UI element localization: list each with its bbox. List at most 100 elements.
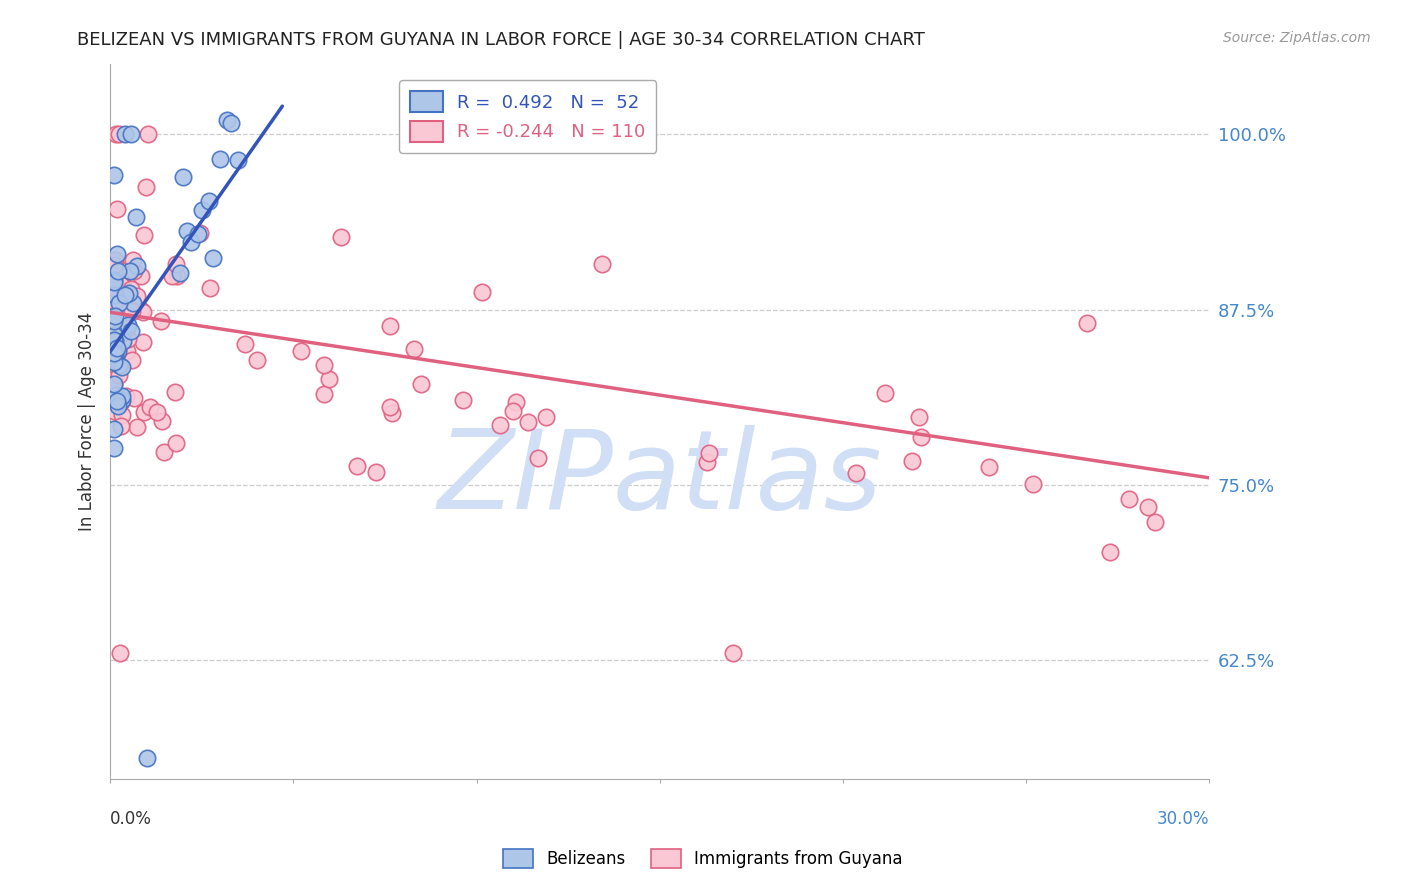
Point	[845, 466, 868, 480]
Point	[120, 263, 142, 277]
Point	[172, 169, 194, 184]
Point	[104, 388, 127, 402]
Point	[117, 318, 139, 332]
Point	[977, 459, 1000, 474]
Point	[103, 314, 125, 328]
Point	[592, 257, 614, 271]
Text: Source: ZipAtlas.com: Source: ZipAtlas.com	[1223, 31, 1371, 45]
Point	[115, 343, 138, 358]
Point	[112, 334, 135, 348]
Point	[112, 288, 135, 302]
Point	[502, 403, 524, 417]
Point	[120, 324, 142, 338]
Point	[124, 210, 146, 224]
Point	[165, 257, 187, 271]
Point	[108, 368, 131, 383]
Point	[209, 153, 232, 167]
Point	[233, 337, 256, 351]
Point	[200, 281, 222, 295]
Point	[103, 377, 125, 392]
Point	[110, 278, 132, 293]
Point	[105, 354, 128, 368]
Point	[103, 276, 125, 290]
Point	[103, 294, 125, 309]
Point	[103, 253, 125, 268]
Point	[1118, 491, 1140, 506]
Point	[120, 282, 142, 296]
Point	[104, 346, 127, 360]
Point	[103, 345, 125, 359]
Point	[108, 646, 131, 660]
Point	[198, 194, 221, 208]
Point	[103, 403, 125, 417]
Y-axis label: In Labor Force | Age 30-34: In Labor Force | Age 30-34	[79, 312, 96, 532]
Point	[139, 400, 162, 414]
Point	[527, 451, 550, 466]
Point	[1076, 316, 1098, 330]
Point	[488, 417, 510, 432]
Point	[103, 273, 125, 287]
Legend: Belizeans, Immigrants from Guyana: Belizeans, Immigrants from Guyana	[496, 842, 910, 875]
Point	[103, 276, 125, 290]
Point	[153, 444, 176, 458]
Point	[114, 287, 136, 301]
Point	[103, 259, 125, 273]
Point	[124, 392, 146, 406]
Point	[411, 376, 433, 391]
Point	[122, 304, 145, 318]
Point	[115, 321, 138, 335]
Point	[505, 395, 527, 409]
Point	[103, 301, 125, 316]
Point	[187, 227, 209, 242]
Point	[378, 400, 401, 414]
Point	[135, 180, 157, 194]
Text: 0.0%: 0.0%	[110, 810, 152, 828]
Point	[132, 228, 155, 243]
Point	[108, 358, 131, 372]
Point	[103, 338, 125, 352]
Point	[103, 281, 125, 295]
Point	[103, 333, 125, 347]
Point	[346, 459, 368, 474]
Point	[166, 268, 188, 283]
Point	[176, 224, 198, 238]
Point	[108, 262, 131, 277]
Point	[105, 247, 128, 261]
Point	[900, 453, 922, 467]
Point	[246, 353, 269, 368]
Point	[103, 355, 125, 369]
Point	[165, 436, 187, 450]
Point	[103, 351, 125, 366]
Point	[131, 305, 153, 319]
Point	[190, 203, 212, 218]
Point	[107, 343, 129, 358]
Point	[132, 334, 155, 349]
Point	[110, 268, 132, 283]
Point	[108, 285, 131, 300]
Point	[1137, 500, 1160, 514]
Point	[105, 393, 128, 408]
Point	[290, 344, 312, 359]
Point	[381, 405, 404, 419]
Point	[111, 360, 134, 375]
Point	[111, 409, 134, 423]
Point	[125, 259, 148, 273]
Point	[107, 332, 129, 346]
Point	[103, 376, 125, 391]
Point	[721, 646, 744, 660]
Point	[110, 394, 132, 409]
Point	[103, 327, 125, 342]
Point	[149, 313, 172, 327]
Point	[117, 285, 139, 300]
Point	[201, 251, 224, 265]
Point	[110, 419, 132, 434]
Point	[129, 268, 152, 283]
Point	[103, 259, 125, 273]
Point	[219, 116, 242, 130]
Point	[120, 127, 142, 141]
Point	[536, 409, 558, 424]
Point	[121, 304, 143, 318]
Point	[162, 269, 184, 284]
Point	[110, 392, 132, 407]
Point	[103, 168, 125, 182]
